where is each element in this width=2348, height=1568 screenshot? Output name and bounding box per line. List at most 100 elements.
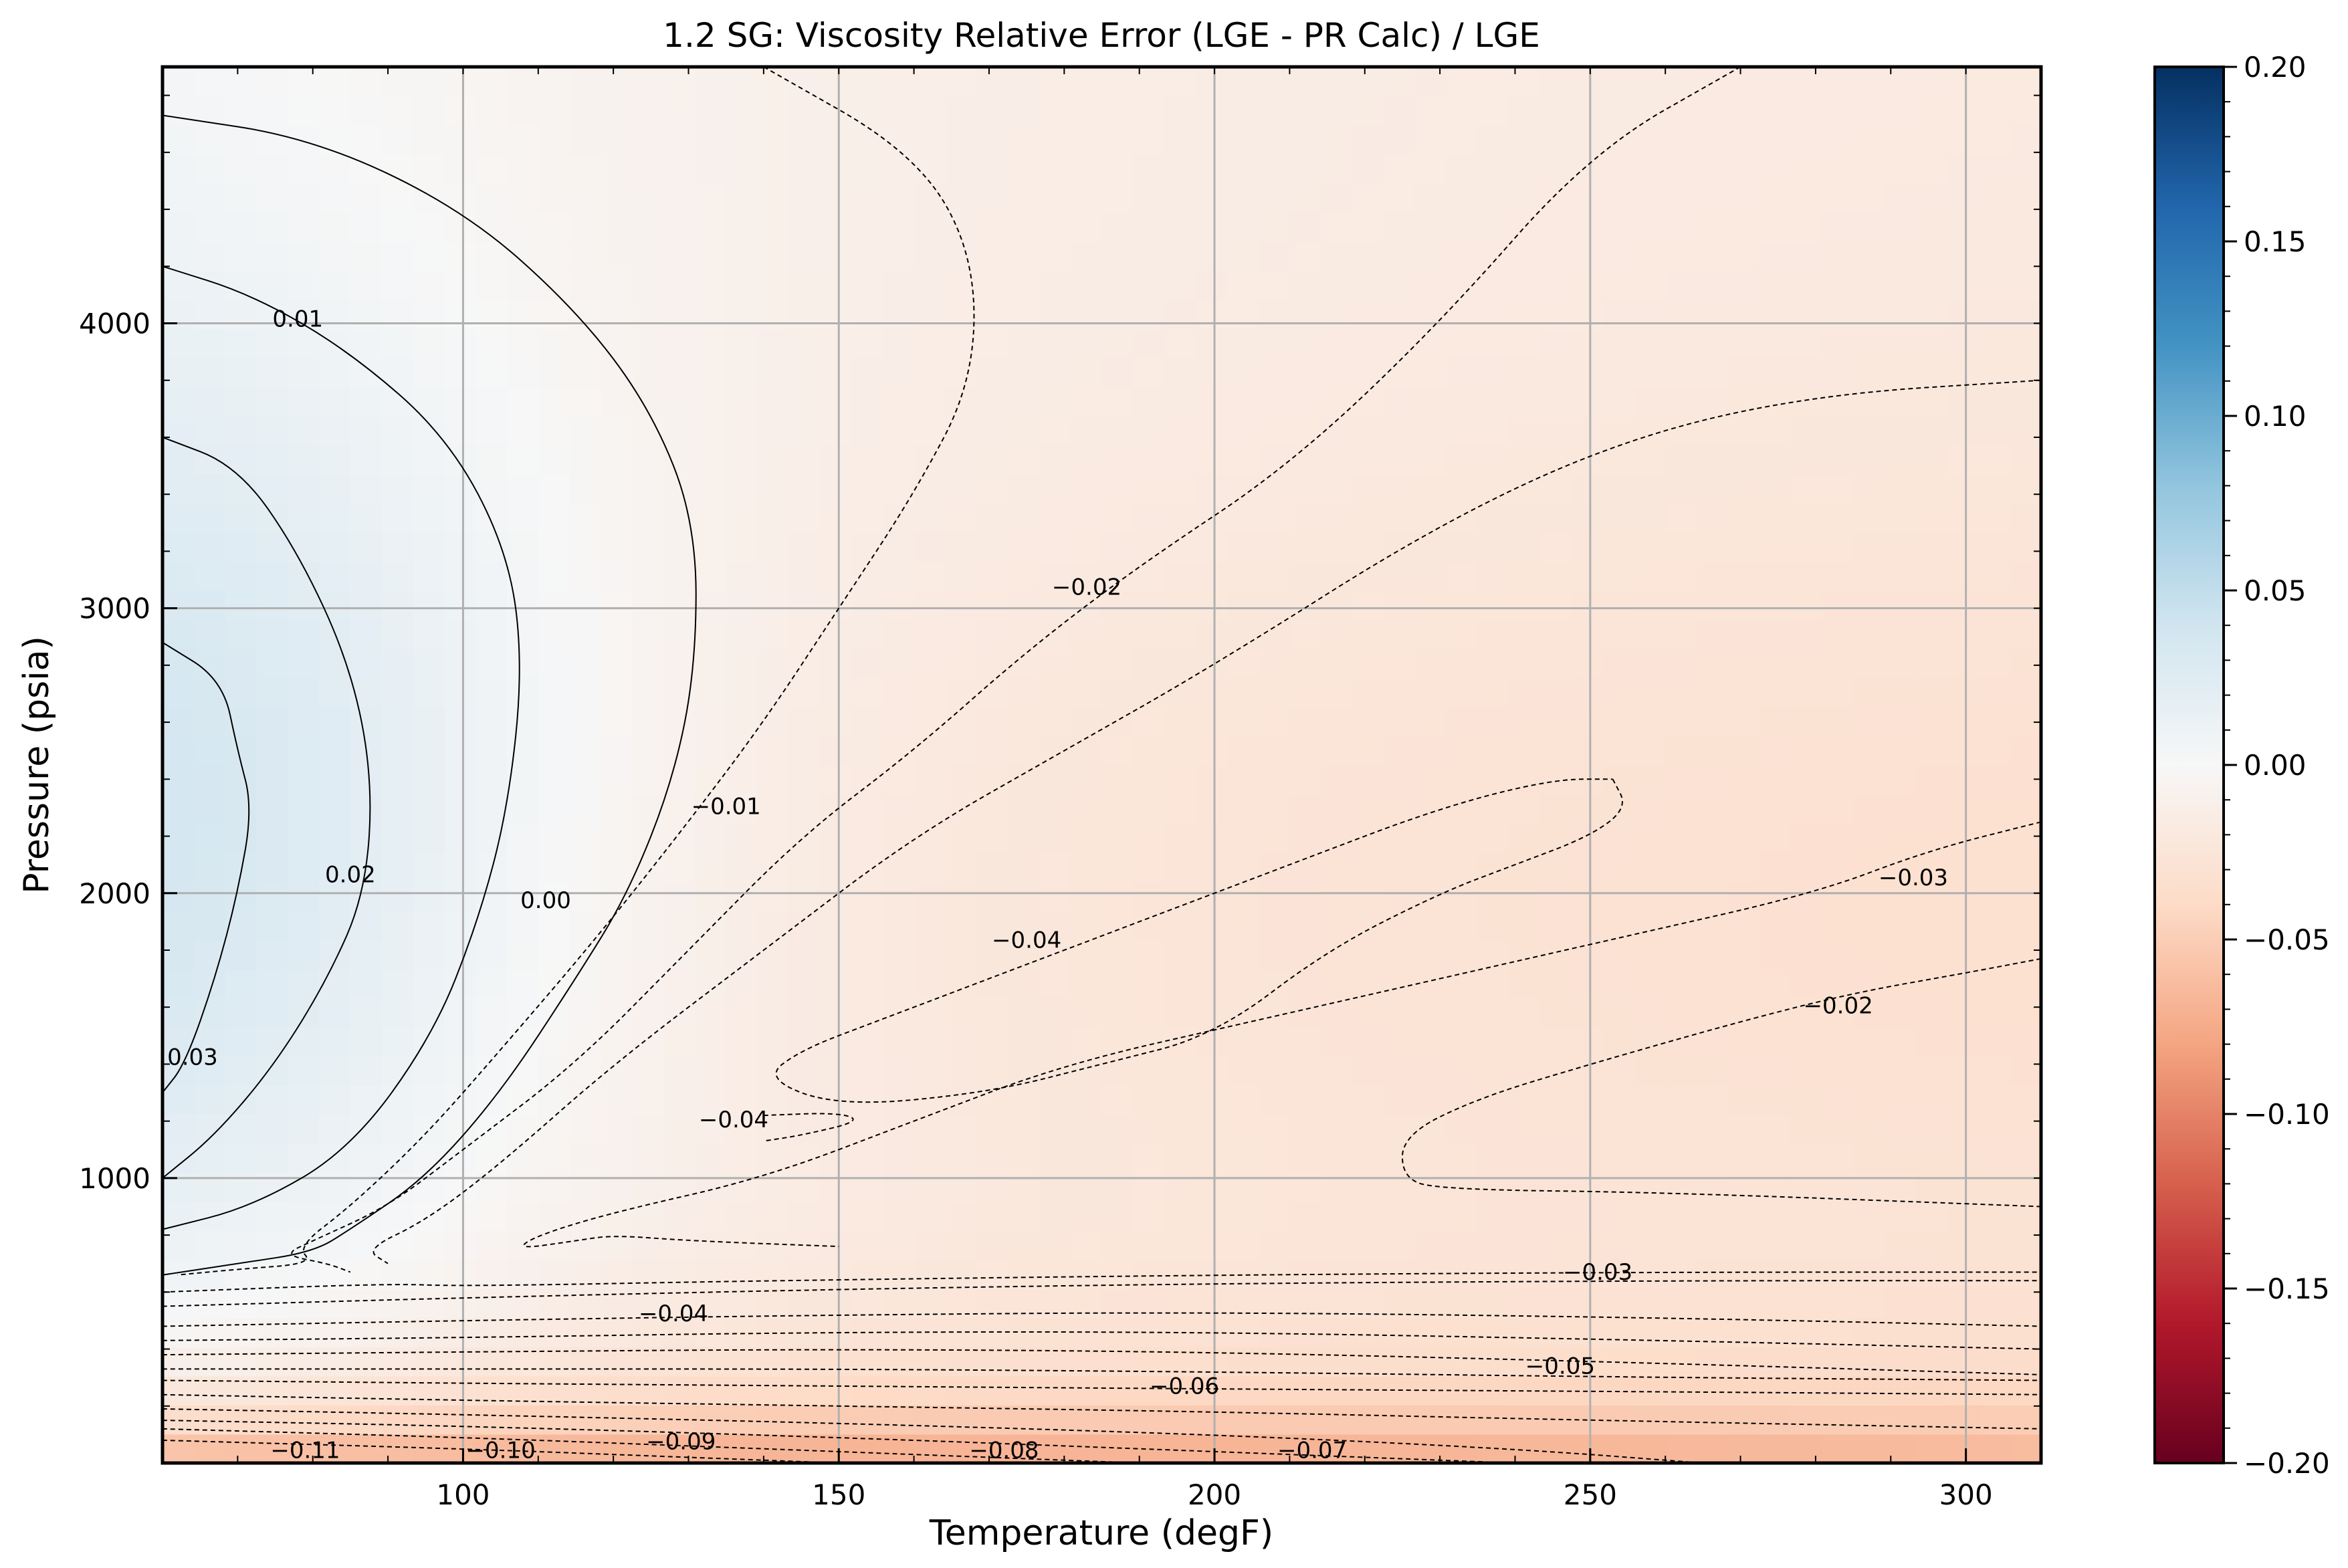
heatmap-cell [1884,67,1917,97]
heatmap-cell [1258,532,1291,562]
heatmap-cell [1822,532,1854,562]
heatmap-cell [1947,736,1980,766]
heatmap-cell [444,910,477,940]
heatmap-cell [601,794,633,824]
heatmap-cell [1759,881,1792,911]
heatmap-cell [225,183,257,213]
heatmap-cell [757,270,790,300]
heatmap-cell [882,765,915,795]
heatmap-cell [256,270,289,300]
heatmap-cell [1383,910,1416,940]
heatmap-cell [256,649,289,679]
heatmap-cell [1822,270,1854,300]
heatmap-cell [1195,707,1228,737]
heatmap-cell [1164,1056,1196,1086]
heatmap-cell [788,561,821,591]
heatmap-cell [1853,1026,1885,1056]
heatmap-cell [1446,852,1479,882]
heatmap-cell [1634,1230,1667,1260]
heatmap-cell [1759,183,1792,213]
heatmap-cell [569,1201,602,1231]
heatmap-cell [1759,67,1792,97]
heatmap-cell [1915,1375,1948,1406]
heatmap-cell [1289,445,1322,475]
heatmap-cell [538,968,570,998]
heatmap-cell [1352,328,1384,358]
heatmap-cell [1008,1347,1040,1377]
heatmap-cell [1539,998,1572,1028]
heatmap-cell [914,503,946,533]
heatmap-cell [1101,183,1134,213]
heatmap-cell [1947,503,1980,533]
heatmap-cell [1884,386,1917,417]
heatmap-cell [256,474,289,504]
heatmap-cell [851,328,883,358]
heatmap-cell [1008,154,1040,184]
heatmap-cell [914,1114,946,1144]
heatmap-cell [1759,241,1792,271]
heatmap-cell [444,532,477,562]
heatmap-cell [1321,241,1354,271]
heatmap-cell [1822,503,1854,533]
heatmap-cell [350,1085,383,1115]
heatmap-cell [663,125,696,155]
heatmap-cell [1571,67,1604,97]
heatmap-cell [914,910,946,940]
heatmap-cell [1947,1259,1980,1289]
heatmap-cell [1070,619,1103,649]
heatmap-cell [1602,386,1635,417]
heatmap-cell [2010,67,2041,97]
heatmap-cell [163,968,195,998]
heatmap-cell [1226,1026,1259,1056]
heatmap-cell [1352,154,1384,184]
heatmap-cell [163,532,195,562]
heatmap-cell [1289,590,1322,621]
chart-title: 1.2 SG: Viscosity Relative Error (LGE - … [663,16,1540,55]
heatmap-cell [1697,1375,1729,1406]
heatmap-cell [1133,96,1166,126]
heatmap-cell [475,561,508,591]
heatmap-cell [914,998,946,1028]
heatmap-cell [1039,328,1071,358]
heatmap-cell [444,939,477,970]
heatmap-cell [1226,1172,1259,1202]
heatmap-cell [444,1259,477,1289]
heatmap-cell [193,823,226,853]
heatmap-cell [225,852,257,882]
heatmap-cell [319,1143,351,1173]
heatmap-cell [726,386,758,417]
heatmap-cell [1352,416,1384,446]
heatmap-cell [1414,1434,1447,1463]
heatmap-cell [381,1026,414,1056]
heatmap-cell [851,998,883,1028]
contour-line [163,437,371,1179]
heatmap-cell [569,1317,602,1347]
heatmap-cell [1383,386,1416,417]
heatmap-cell [694,1201,727,1231]
heatmap-cell [538,765,570,795]
heatmap-cell [1195,1230,1228,1260]
heatmap-cell [601,590,633,621]
heatmap-cell [1759,561,1792,591]
heatmap-cell [413,67,445,97]
heatmap-cell [1226,823,1259,853]
heatmap-cell [1070,445,1103,475]
heatmap-cell [1571,677,1604,707]
heatmap-cell [1978,474,2011,504]
heatmap-cell [319,1434,351,1463]
heatmap-cell [1289,1085,1322,1115]
heatmap-cell [1665,1317,1698,1347]
heatmap-cell [163,386,195,417]
heatmap-cell [1477,823,1510,853]
heatmap-cell [632,1143,665,1173]
heatmap-cell [506,358,539,388]
heatmap-cell [601,300,633,330]
heatmap-cell [381,794,414,824]
heatmap-cell [1634,212,1667,242]
heatmap-cell [1289,1172,1322,1202]
heatmap-cell [1790,1230,1823,1260]
heatmap-cell [1070,125,1103,155]
heatmap-cell [193,561,226,591]
heatmap-cell [1759,212,1792,242]
heatmap-cell [1226,1434,1259,1463]
